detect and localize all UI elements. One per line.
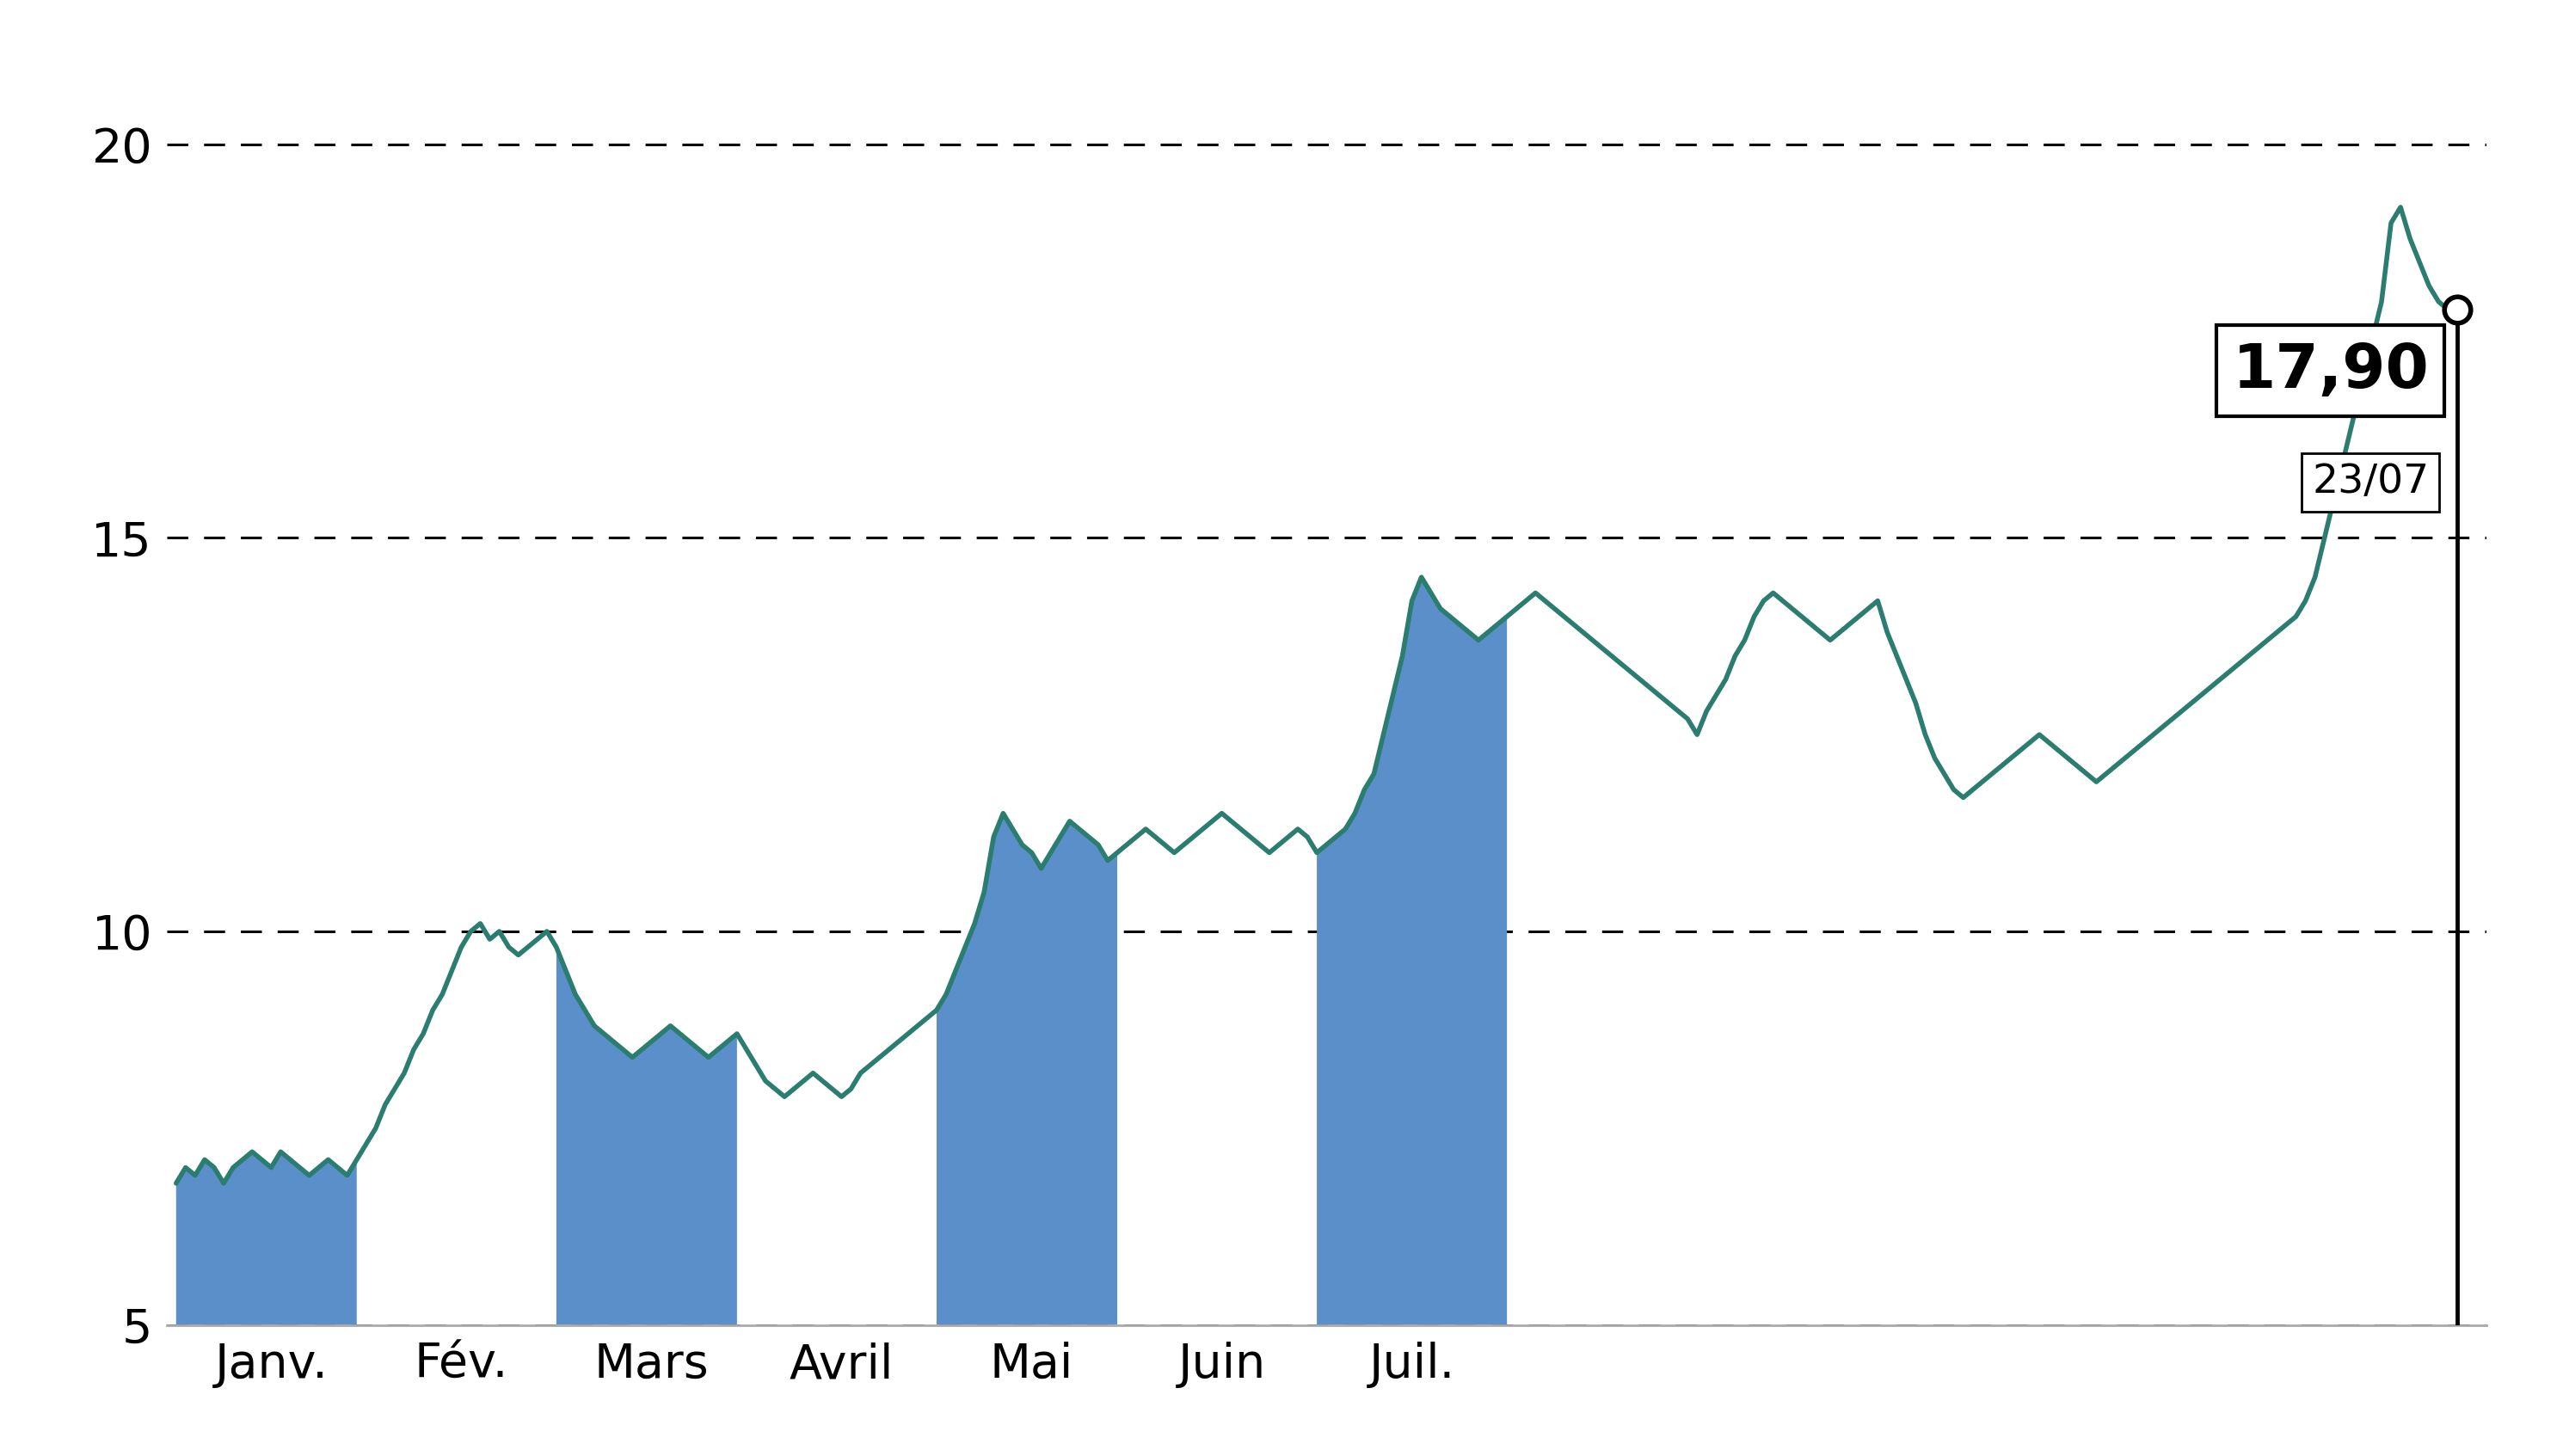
Polygon shape: [556, 948, 738, 1325]
Polygon shape: [1317, 577, 1507, 1325]
Polygon shape: [935, 814, 1117, 1325]
Text: 23/07: 23/07: [2312, 463, 2430, 502]
Text: 17,90: 17,90: [2232, 341, 2430, 400]
Polygon shape: [177, 1152, 356, 1325]
Text: STIF: STIF: [1176, 7, 1387, 92]
